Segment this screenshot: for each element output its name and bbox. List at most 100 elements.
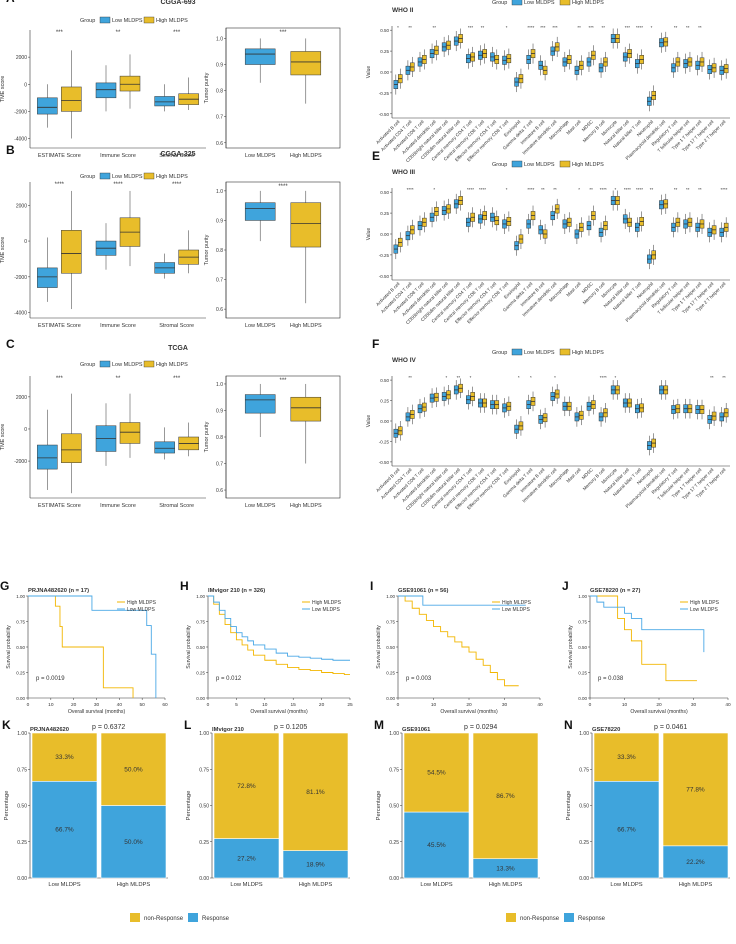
significance-mark: **	[698, 187, 702, 192]
y-tick-label: 1.00	[579, 731, 589, 737]
km-legend-label: Low MLDPS	[312, 607, 340, 613]
significance-mark: ***	[173, 30, 181, 36]
legend-low-label: Low MLDPS	[524, 350, 555, 356]
x-tick-label: 0	[397, 702, 400, 708]
y-tick-label: 0.00	[380, 419, 389, 424]
x-tick-label: 10	[48, 702, 54, 708]
significance-mark: ****	[479, 187, 486, 192]
significance-mark: *	[506, 187, 508, 192]
y-tick-label: 0.00	[17, 876, 27, 882]
chart-title: GSE91061 (n = 56)	[398, 588, 448, 594]
significance-mark: **	[722, 375, 726, 380]
significance-mark: *	[445, 375, 447, 380]
box-low-2	[154, 96, 175, 107]
y-tick-label: 0.25	[380, 49, 389, 54]
bar-label-response: 45.5%	[427, 842, 446, 849]
y-tick-label: 1.00	[17, 731, 27, 737]
legend-high-label: High MLDPS	[156, 18, 188, 24]
km-curve-low	[590, 595, 705, 653]
legend-high-swatch	[559, 348, 571, 356]
significance-mark: *	[433, 187, 435, 192]
km-curve-high	[398, 595, 519, 687]
y-tick-label: 0.00	[380, 232, 389, 237]
legend-low-label: Low MLDPS	[112, 18, 143, 24]
significance-mark: ***	[279, 378, 287, 384]
chart-title: PRJNA482620 (n = 17)	[28, 588, 89, 594]
chart-m-bars: GSE91061 p = 0.0294 0.00 0.25 0.50 0.75 1.00 Pe…	[376, 724, 540, 888]
x-tick-label: 20	[466, 702, 472, 708]
y-tick-label: 0.6	[216, 141, 223, 147]
significance-mark: ***	[625, 25, 631, 30]
y-tick-label: 0	[24, 427, 27, 433]
chart-b2-purity: 0.6 0.7 0.8 0.9 1.0 Tumor purity Low MLDPS High…	[204, 181, 341, 329]
y-tick-label: 0.25	[16, 671, 25, 676]
legend-response-label: Response	[202, 916, 230, 922]
box-high-0	[61, 433, 82, 463]
significance-mark: *	[506, 25, 508, 30]
x-tick-label: Stromal Score	[159, 503, 194, 509]
chart-l-bars: IMvigor 210 p = 0.1205 0.00 0.25 0.50 0.75 1.0…	[186, 724, 350, 888]
purity-box-0	[244, 394, 276, 414]
bar-label-response: 50.0%	[124, 839, 143, 846]
legend-high-label: High MLDPS	[572, 350, 604, 356]
box-low-2	[154, 441, 175, 454]
y-tick-label: 0.00	[578, 696, 587, 701]
significance-mark: **	[457, 375, 461, 380]
chart-d-immune: WHO II Group Low MLDPS High MLDPS -0.50 -0.25…	[366, 0, 730, 163]
significance-mark: **	[686, 25, 690, 30]
panel-letter-g: G	[0, 579, 9, 593]
x-axis-label: Overall survival (months)	[630, 709, 688, 715]
x-tick-label: ESTIMATE Score	[38, 153, 81, 159]
chart-f-immune: WHO IV Group Low MLDPS High MLDPS -0.50 -0.25…	[366, 348, 730, 511]
y-tick-label: 0.25	[579, 840, 589, 846]
significance-mark: **	[481, 25, 485, 30]
x-tick-label: Immune Score	[100, 323, 136, 329]
y-axis-label: Value	[366, 228, 372, 241]
purity-box-0	[244, 48, 276, 65]
bar-label-nonresponse: 81.1%	[306, 789, 325, 796]
x-tick-label: Low MLDPS	[48, 882, 80, 888]
y-tick-label: 0.25	[380, 211, 389, 216]
km-legend-label: High MLDPS	[690, 600, 720, 606]
x-tick-label: 5	[235, 702, 238, 708]
y-tick-label: 1.00	[16, 594, 25, 599]
km-curve-low	[208, 595, 350, 661]
chart-j-km: GSE78220 (n = 27) 0.00 0.25 0.50 0.75 1.00 0 10…	[568, 588, 731, 715]
legend-low-swatch	[99, 360, 111, 368]
y-tick-label: 0.7	[216, 115, 223, 121]
x-tick-label: Low MLDPS	[245, 153, 276, 159]
p-value: p = 0.1205	[274, 724, 307, 731]
y-tick-label: 0	[24, 239, 27, 245]
p-value: p = 0.0294	[464, 724, 497, 731]
y-tick-label: -2000	[14, 109, 27, 115]
y-tick-label: 0.75	[578, 620, 587, 625]
panel-letter-b: B	[6, 143, 15, 157]
significance-mark: ****	[636, 187, 643, 192]
bar-label-response: 66.7%	[617, 827, 636, 834]
x-axis-label: Overall survival (months)	[440, 709, 498, 715]
significance-mark: ****	[278, 184, 288, 190]
legend-nonresponse-swatch	[130, 913, 140, 922]
y-tick-label: 0.50	[17, 804, 27, 810]
x-tick-label: 0	[589, 702, 592, 708]
bar-nonresponse-1	[662, 732, 729, 847]
bar-nonresponse-1	[282, 732, 349, 851]
y-axis-label: Survival probability	[376, 625, 382, 669]
x-tick-label: High MLDPS	[489, 882, 523, 888]
box-low-0	[37, 444, 58, 470]
panel-letter-a: A	[6, 0, 15, 5]
x-tick-label: 25	[347, 702, 353, 708]
km-curve-high	[590, 595, 697, 682]
legend-nonresponse-swatch	[506, 913, 516, 922]
y-axis-label: Percentage	[186, 791, 192, 821]
significance-mark: ****	[720, 187, 727, 192]
chart-title: CGGA-693	[160, 0, 195, 6]
legend-low-swatch	[99, 172, 111, 180]
km-legend-label: High MLDPS	[127, 600, 157, 606]
chart-title: CGGA-325	[160, 151, 195, 158]
x-tick-label: Low MLDPS	[245, 323, 276, 329]
y-tick-label: 0.9	[216, 63, 223, 69]
km-curve-low	[398, 595, 526, 606]
